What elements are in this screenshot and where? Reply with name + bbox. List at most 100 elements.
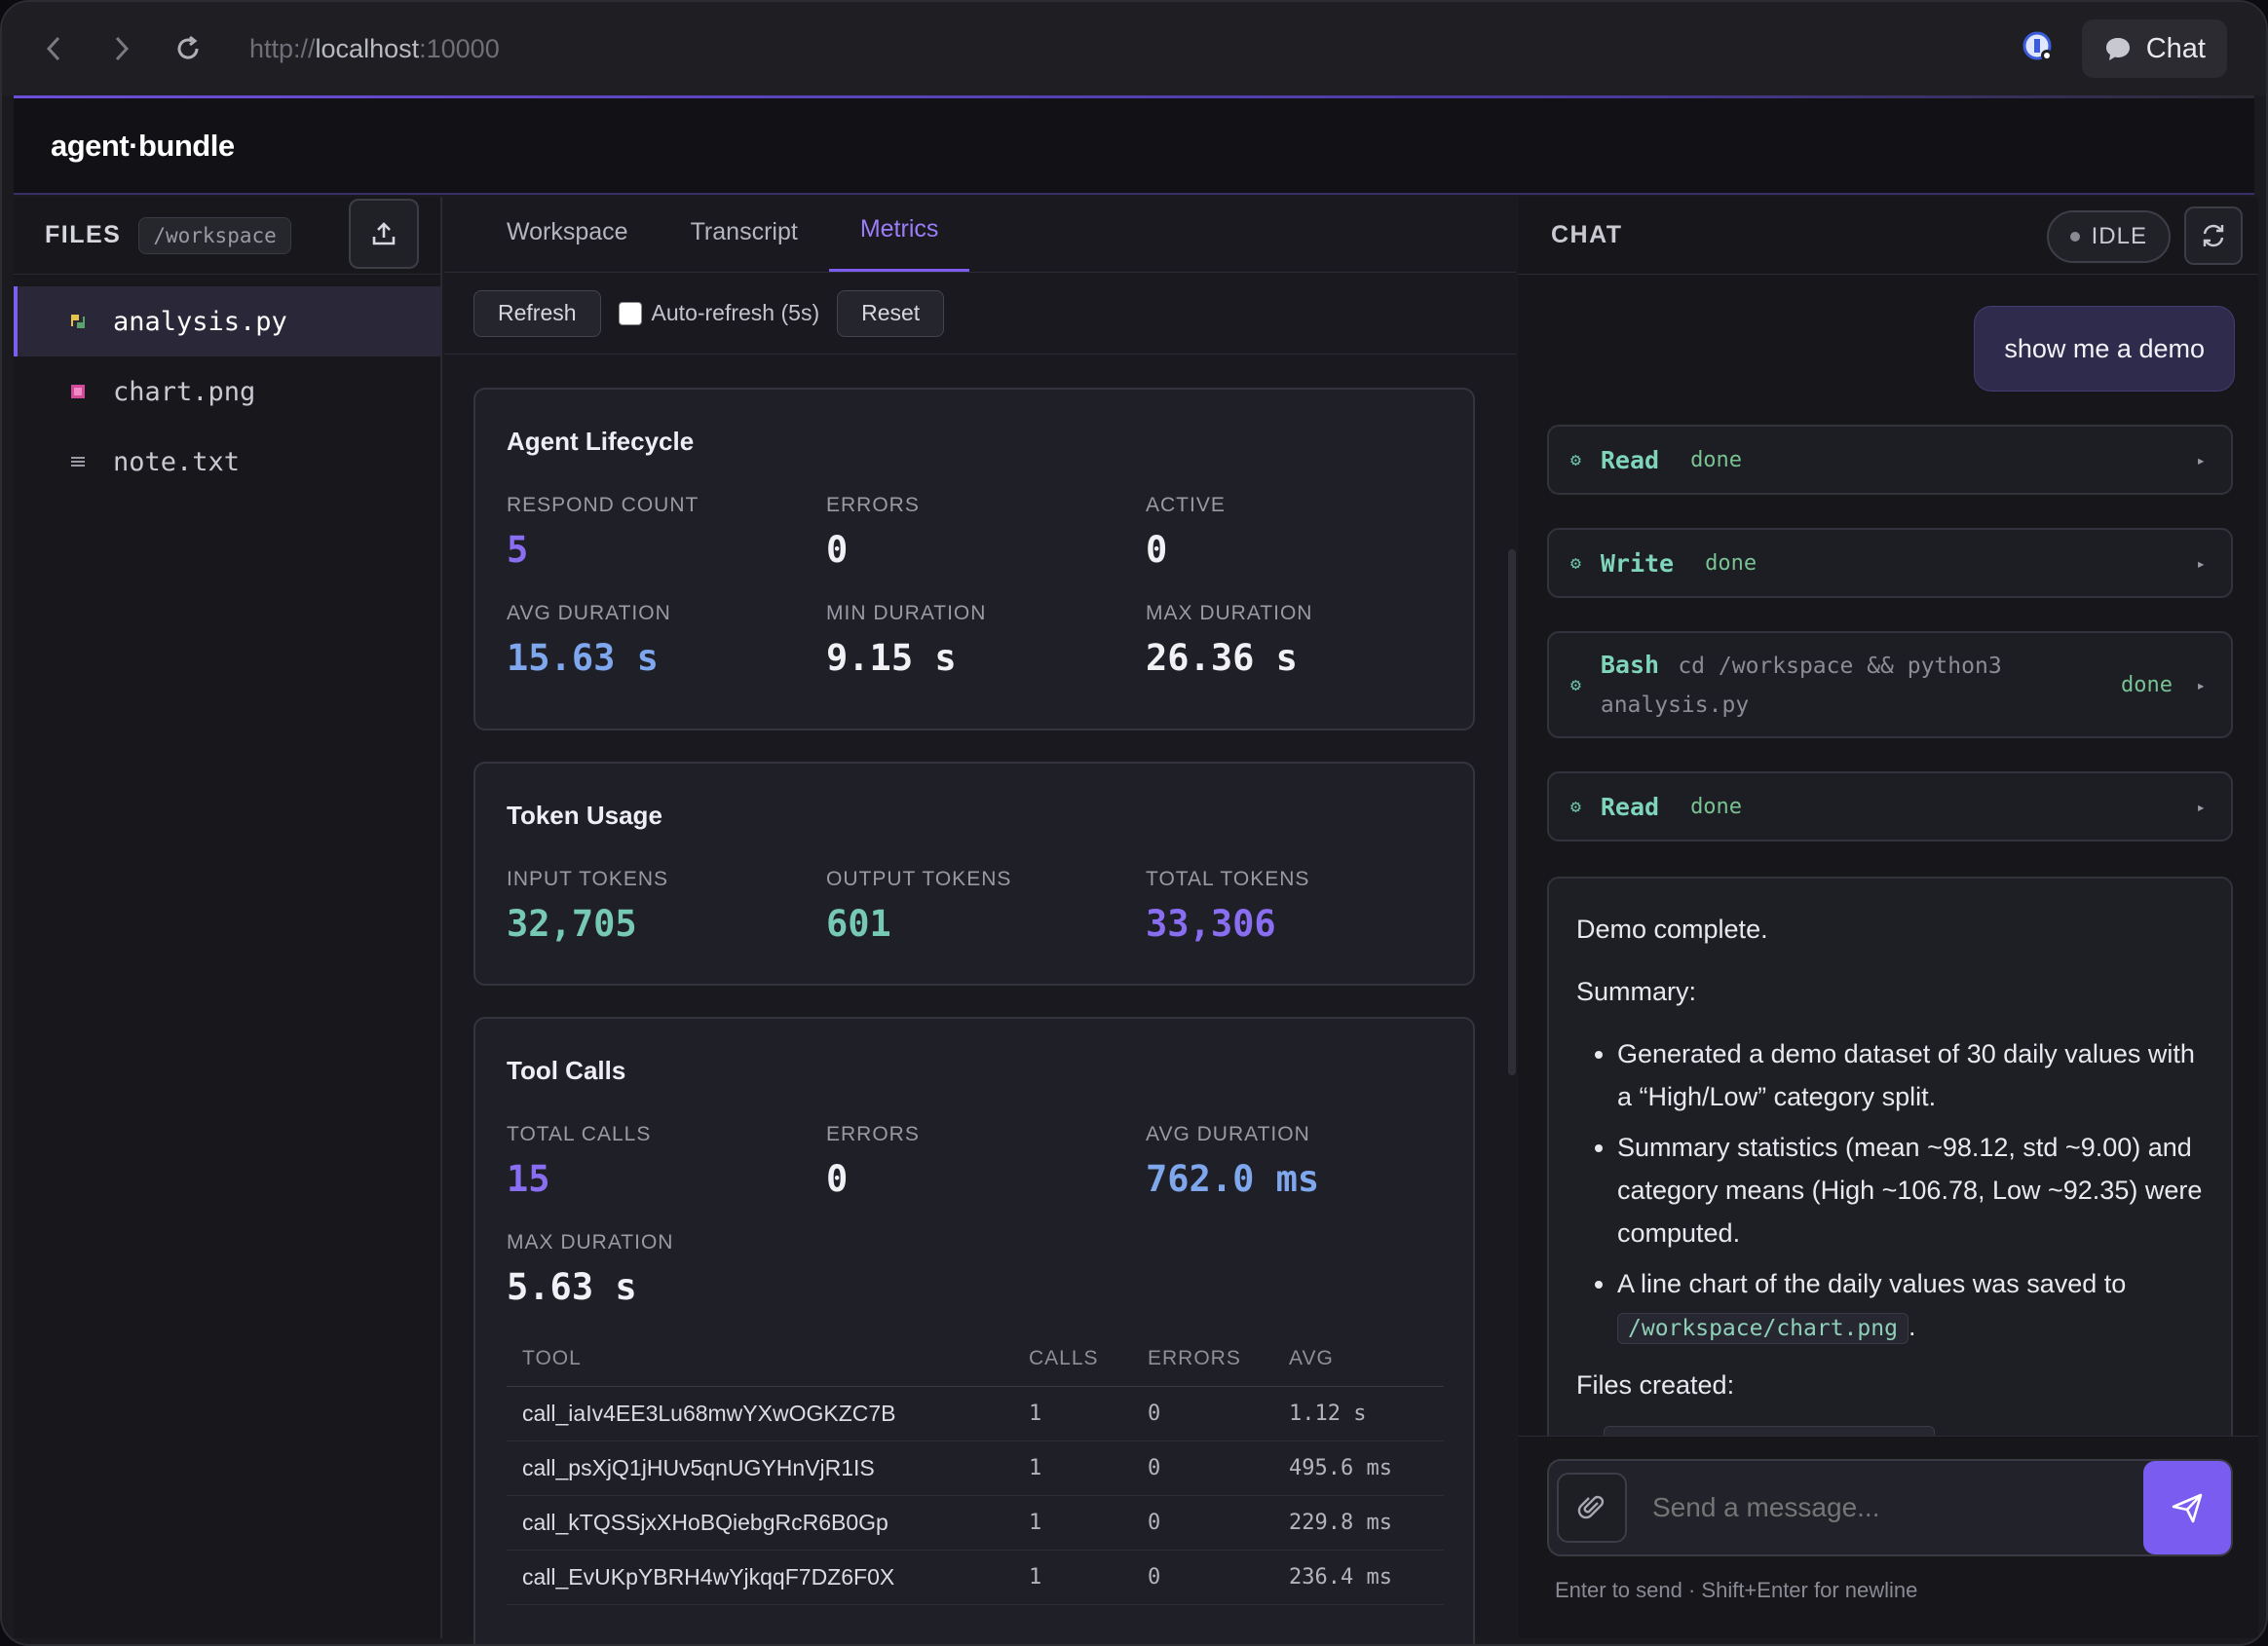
file-item-note-txt[interactable]: note.txt — [14, 427, 440, 497]
tool-errors-metric: ERRORS 0 — [826, 1123, 1146, 1200]
chart-path-code: /workspace/chart.png — [1617, 1313, 1909, 1344]
app-logo: agent·bundle — [51, 128, 235, 163]
column-header: CALLS — [1013, 1347, 1132, 1387]
expand-caret-icon[interactable]: ▸ — [2196, 450, 2206, 469]
card-title: Tool Calls — [507, 1056, 626, 1085]
avg-cell: 495.6 ms — [1273, 1440, 1444, 1496]
metrics-scrollbar[interactable] — [1508, 549, 1516, 1075]
tool-call-write[interactable]: ⚙ Write done ▸ — [1547, 528, 2233, 598]
errors-cell: 0 — [1132, 1440, 1273, 1496]
metric-label: MAX DURATION — [507, 1231, 674, 1253]
calls-cell: 1 — [1013, 1386, 1132, 1441]
errors-cell: 0 — [1132, 1550, 1273, 1605]
active-metric: ACTIVE 0 — [1146, 494, 1465, 571]
extension-icon[interactable] — [2022, 30, 2055, 68]
paperclip-icon — [1577, 1495, 1605, 1519]
metrics-toolbar: Refresh Auto-refresh (5s) Reset — [444, 273, 1516, 355]
column-header: TOOL — [507, 1347, 1013, 1387]
expand-caret-icon[interactable]: ▸ — [2196, 797, 2206, 816]
table-row: call_psXjQ1jHUv5qnUGYHnVjR1IS 1 0 495.6 … — [507, 1440, 1444, 1496]
table-row: call_iaIv4EE3Lu68mwYXwOGKZC7B 1 0 1.12 s — [507, 1386, 1444, 1441]
tool-call-bash[interactable]: ⚙ Bash cd /workspace && python3 analysis… — [1547, 631, 2233, 738]
gear-icon: ⚙ — [1570, 449, 1581, 470]
status-dot-icon — [2069, 232, 2080, 242]
total-calls-metric: TOTAL CALLS 15 — [507, 1123, 826, 1200]
browser-chat-button[interactable]: Chat — [2081, 19, 2227, 78]
auto-refresh-label: Auto-refresh (5s) — [651, 300, 820, 325]
chat-refresh-button[interactable] — [2184, 206, 2243, 265]
calls-cell: 1 — [1013, 1495, 1132, 1551]
auto-refresh-checkbox[interactable] — [618, 301, 642, 325]
file-item-chart-png[interactable]: chart.png — [14, 356, 440, 427]
total-tokens-metric: TOTAL TOKENS 33,306 — [1146, 868, 1465, 945]
metric-label: ERRORS — [826, 1123, 920, 1145]
metric-label: MIN DURATION — [826, 602, 987, 624]
tab-workspace[interactable]: Workspace — [507, 218, 628, 245]
tool-avg-duration-metric: AVG DURATION 762.0 ms — [1146, 1123, 1465, 1200]
main-panel: Workspace Transcript Metrics Refresh Aut… — [444, 197, 1516, 1644]
refresh-button[interactable]: Refresh — [473, 289, 601, 337]
tool-calls-card: Tool Calls TOTAL CALLS 15 ERRORS 0 AVG D… — [473, 1017, 1475, 1644]
metric-value: 5 — [507, 529, 529, 571]
tool-command-continued: analysis.py — [1600, 692, 1750, 718]
file-item-analysis-py[interactable]: analysis.py — [14, 286, 440, 356]
metric-label: TOTAL TOKENS — [1146, 868, 1310, 890]
reload-icon[interactable] — [166, 26, 210, 71]
image-file-icon — [66, 384, 90, 399]
tool-name: Bash — [1600, 650, 1660, 679]
browser-chat-label: Chat — [2145, 32, 2206, 64]
upload-button[interactable] — [349, 199, 419, 269]
url-bar[interactable]: http://localhost:10000 — [249, 33, 500, 63]
chat-title: CHAT — [1551, 221, 1623, 248]
tool-id-cell: call_EvUKpYBRH4wYjkqqF7DZ6F0X — [507, 1550, 1013, 1605]
column-header: AVG — [1273, 1347, 1444, 1387]
tool-call-read[interactable]: ⚙ Read done ▸ — [1547, 425, 2233, 495]
tool-max-duration-metric: MAX DURATION 5.63 s — [507, 1231, 826, 1308]
text-file-icon — [66, 454, 90, 469]
avg-cell: 236.4 ms — [1273, 1550, 1444, 1605]
metric-label: MAX DURATION — [1146, 602, 1313, 624]
tool-command: cd /workspace && python3 — [1678, 653, 2002, 679]
tool-status: done — [1690, 447, 1743, 472]
metric-label: AVG DURATION — [1146, 1123, 1310, 1145]
metric-value: 0 — [1146, 529, 1168, 571]
assistant-line: Demo complete. — [1576, 915, 1768, 944]
assistant-line: Summary: — [1576, 977, 1697, 1006]
tab-metrics[interactable]: Metrics — [828, 215, 970, 272]
expand-caret-icon[interactable]: ▸ — [2196, 675, 2206, 694]
avg-duration-metric: AVG DURATION 15.63 s — [507, 602, 826, 679]
send-icon — [2172, 1493, 2203, 1523]
metric-value: 0 — [826, 529, 849, 571]
forward-icon[interactable] — [99, 26, 144, 71]
metric-label: INPUT TOKENS — [507, 868, 669, 890]
summary-list: Generated a demo dataset of 30 daily val… — [1576, 1032, 2204, 1350]
calls-cell: 1 — [1013, 1440, 1132, 1496]
card-title: Token Usage — [507, 801, 662, 830]
errors-metric: ERRORS 0 — [826, 494, 1146, 571]
accent-divider — [14, 95, 2254, 98]
table-header-row: TOOL CALLS ERRORS AVG — [507, 1347, 1444, 1387]
file-name: note.txt — [113, 446, 241, 477]
status-label: IDLE — [2091, 223, 2147, 249]
message-input[interactable] — [1652, 1492, 2120, 1523]
tab-bar: Workspace Transcript Metrics — [444, 197, 1516, 273]
back-icon[interactable] — [31, 26, 76, 71]
attach-button[interactable] — [1557, 1473, 1627, 1543]
tab-transcript[interactable]: Transcript — [690, 218, 798, 245]
reset-button[interactable]: Reset — [837, 289, 945, 337]
list-item: Generated a demo dataset of 30 daily val… — [1617, 1032, 2204, 1118]
gear-icon: ⚙ — [1570, 552, 1581, 574]
table-row: call_kTQSSjxXHoBQiebgRcR6B0Gp 1 0 229.8 … — [507, 1495, 1444, 1551]
send-button[interactable] — [2143, 1461, 2231, 1554]
auto-refresh-toggle[interactable]: Auto-refresh (5s) — [618, 300, 820, 326]
chat-bubble-icon — [2105, 38, 2130, 60]
list-item-text: A line chart of the daily values was sav… — [1617, 1269, 2127, 1298]
list-item-suffix: . — [1908, 1312, 1916, 1341]
status-badge: IDLE — [2046, 210, 2171, 263]
expand-caret-icon[interactable]: ▸ — [2196, 553, 2206, 573]
metric-label: OUTPUT TOKENS — [826, 868, 1012, 890]
file-name: analysis.py — [113, 306, 287, 337]
tool-status: done — [1705, 550, 1758, 576]
respond-count-metric: RESPOND COUNT 5 — [507, 494, 826, 571]
tool-call-read-2[interactable]: ⚙ Read done ▸ — [1547, 771, 2233, 842]
